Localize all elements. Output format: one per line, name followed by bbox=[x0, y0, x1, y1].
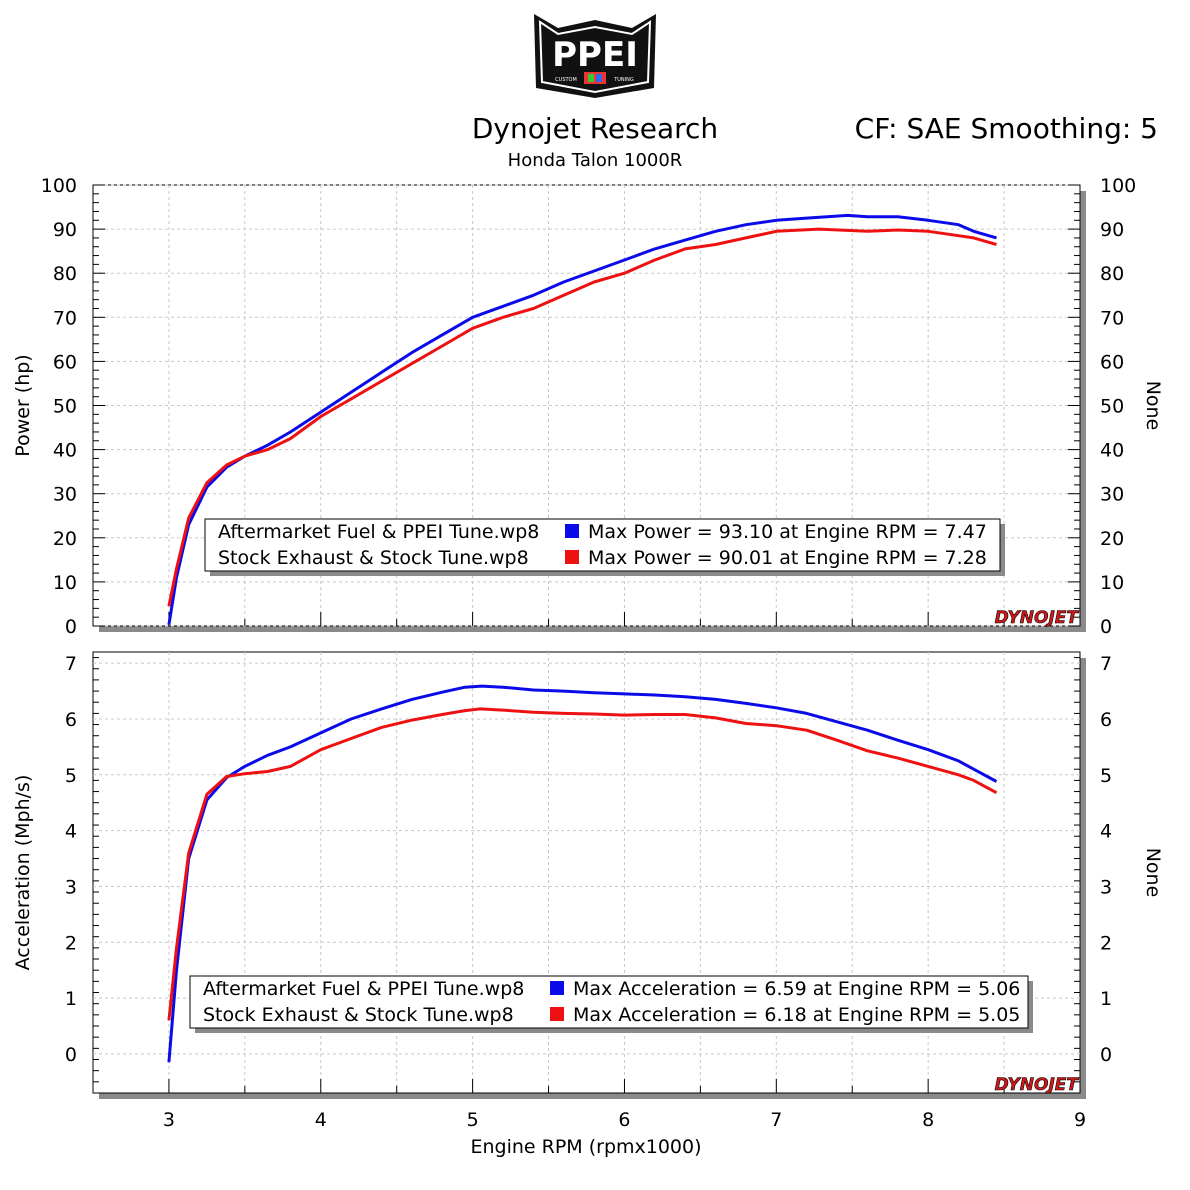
y-tick-label-right: 5 bbox=[1100, 765, 1112, 787]
y-tick-label-right: 30 bbox=[1100, 484, 1124, 506]
legend-entry-name: Stock Exhaust & Stock Tune.wp8 bbox=[218, 547, 529, 569]
legend-entry-name: Aftermarket Fuel & PPEI Tune.wp8 bbox=[218, 521, 539, 543]
legend-entry-summary: Max Power = 90.01 at Engine RPM = 7.28 bbox=[588, 547, 987, 569]
panel-power: 0 0 10 10 20 20 30 30 40 40 50 50 60 60 70 70 80 80 90 90 10… bbox=[12, 175, 1164, 638]
y-tick-label: 80 bbox=[53, 263, 77, 285]
y-tick-label: 6 bbox=[65, 709, 77, 731]
y-tick-label-right: 100 bbox=[1100, 175, 1136, 197]
y-tick-label: 0 bbox=[65, 616, 77, 638]
y-tick-label: 4 bbox=[65, 821, 77, 843]
y-tick-label-right: 6 bbox=[1100, 709, 1112, 731]
logo-text: PPEI bbox=[552, 35, 638, 75]
y-tick-label-right: 0 bbox=[1100, 1044, 1112, 1066]
y-axis-label-right: None bbox=[1142, 848, 1164, 898]
legend-frame bbox=[189, 975, 1029, 1029]
x-axis-label: Engine RPM (rpmx1000) bbox=[470, 1136, 701, 1158]
y-tick-label: 40 bbox=[53, 440, 77, 462]
logo-small-left: CUSTOM bbox=[555, 77, 577, 83]
x-tick-label: 3 bbox=[163, 1109, 175, 1131]
logo-small-right: TUNING bbox=[613, 77, 634, 83]
y-axis-label: Power (hp) bbox=[12, 354, 34, 456]
panel-acceleration: 0 0 1 1 2 2 3 3 4 4 5 5 6 6 7 7 Acceleration (Mph/s) None… bbox=[12, 651, 1164, 1099]
series-line-stock bbox=[167, 707, 998, 1021]
y-axis-label: Acceleration (Mph/s) bbox=[12, 775, 34, 971]
y-tick-label: 0 bbox=[65, 1044, 77, 1066]
x-tick-label: 9 bbox=[1074, 1109, 1086, 1131]
ppei-logo: PPEI CUSTOM TUNING bbox=[534, 14, 656, 98]
y-tick-label: 20 bbox=[53, 528, 77, 550]
y-tick-label-right: 7 bbox=[1100, 653, 1112, 675]
y-tick-label-right: 50 bbox=[1100, 396, 1124, 418]
y-tick-label-right: 0 bbox=[1100, 616, 1112, 638]
y-tick-label: 2 bbox=[65, 932, 77, 954]
y-tick-label-right: 60 bbox=[1100, 351, 1124, 373]
dynojet-watermark: DYNOJET bbox=[995, 608, 1080, 628]
legend-entry-summary: Max Power = 93.10 at Engine RPM = 7.47 bbox=[588, 521, 987, 543]
legend: Aftermarket Fuel & PPEI Tune.wp8 Max Acce… bbox=[189, 975, 1033, 1033]
legend-entry-summary: Max Acceleration = 6.18 at Engine RPM = … bbox=[573, 1004, 1020, 1026]
y-tick-label-right: 10 bbox=[1100, 572, 1124, 594]
legend-swatch bbox=[550, 1007, 564, 1021]
y-tick-label: 3 bbox=[65, 876, 77, 898]
y-tick-label-right: 90 bbox=[1100, 219, 1124, 241]
dynojet-watermark: DYNOJET bbox=[995, 1075, 1080, 1095]
y-tick-label-right: 80 bbox=[1100, 263, 1124, 285]
y-tick-label-right: 1 bbox=[1100, 988, 1112, 1010]
y-tick-label: 70 bbox=[53, 307, 77, 329]
y-tick-label: 5 bbox=[65, 765, 77, 787]
y-tick-label: 7 bbox=[65, 653, 77, 675]
legend: Aftermarket Fuel & PPEI Tune.wp8 Max Powe… bbox=[204, 518, 1005, 576]
y-tick-label: 10 bbox=[53, 572, 77, 594]
x-tick-label: 6 bbox=[618, 1109, 630, 1131]
legend-frame bbox=[204, 518, 1001, 572]
y-tick-label: 100 bbox=[41, 175, 77, 197]
y-tick-label: 50 bbox=[53, 396, 77, 418]
y-tick-label-right: 3 bbox=[1100, 876, 1112, 898]
legend-swatch bbox=[565, 524, 579, 538]
x-tick-label: 8 bbox=[922, 1109, 934, 1131]
y-tick-label-right: 4 bbox=[1100, 821, 1112, 843]
x-tick-label: 4 bbox=[315, 1109, 327, 1131]
y-tick-label: 60 bbox=[53, 351, 77, 373]
y-tick-label: 30 bbox=[53, 484, 77, 506]
legend-swatch bbox=[550, 981, 564, 995]
series-line-aftermarket bbox=[167, 684, 998, 1063]
x-tick-label: 7 bbox=[770, 1109, 782, 1131]
correction-factor: CF: SAE Smoothing: 5 bbox=[854, 112, 1158, 145]
y-tick-label-right: 70 bbox=[1100, 307, 1124, 329]
y-axis-label-right: None bbox=[1142, 381, 1164, 431]
y-tick-label-right: 40 bbox=[1100, 440, 1124, 462]
y-tick-label: 1 bbox=[65, 988, 77, 1010]
x-tick-label: 5 bbox=[467, 1109, 479, 1131]
legend-entry-name: Stock Exhaust & Stock Tune.wp8 bbox=[203, 1004, 514, 1026]
y-tick-label: 90 bbox=[53, 219, 77, 241]
legend-swatch bbox=[565, 550, 579, 564]
legend-entry-summary: Max Acceleration = 6.59 at Engine RPM = … bbox=[573, 978, 1020, 1000]
legend-entry-name: Aftermarket Fuel & PPEI Tune.wp8 bbox=[203, 978, 524, 1000]
chart-title: Dynojet Research bbox=[471, 112, 719, 145]
series-line-stock bbox=[167, 227, 997, 607]
y-tick-label-right: 2 bbox=[1100, 932, 1112, 954]
chart-subtitle: Honda Talon 1000R bbox=[507, 150, 683, 171]
y-tick-label-right: 20 bbox=[1100, 528, 1124, 550]
